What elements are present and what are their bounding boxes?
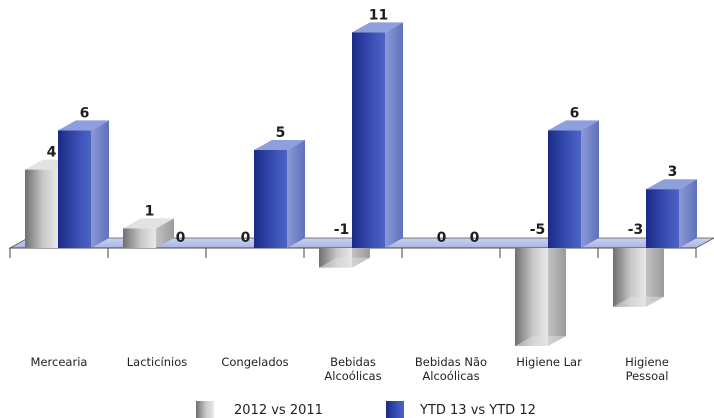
data-label: 11 — [369, 7, 388, 23]
legend-label-gray: 2012 vs 2011 — [234, 403, 323, 418]
bar — [515, 238, 566, 346]
data-label: 4 — [47, 145, 57, 161]
category-label: Bebidas Alcoólicas — [324, 355, 381, 383]
bar — [123, 218, 174, 248]
data-label: 5 — [276, 125, 286, 141]
data-label: 0 — [470, 230, 480, 246]
legend: 2012 vs 2011 YTD 13 vs YTD 12 — [196, 401, 536, 418]
bar — [646, 179, 697, 248]
legend-swatch-gray — [196, 401, 214, 418]
data-label: 0 — [176, 230, 186, 246]
bar — [613, 238, 664, 307]
bar — [254, 140, 305, 248]
legend-swatch-blue — [386, 401, 404, 418]
data-label: 6 — [80, 105, 90, 121]
category-label: Congelados — [221, 355, 288, 369]
bar — [352, 22, 403, 249]
data-label: 3 — [668, 164, 678, 180]
bar — [548, 120, 599, 248]
data-label: 0 — [437, 230, 447, 246]
bar — [58, 120, 109, 248]
category-label: Higiene Lar — [516, 355, 582, 369]
category-label: Mercearia — [31, 355, 88, 369]
category-label: Lacticínios — [127, 355, 188, 369]
data-label: -3 — [628, 222, 644, 238]
data-label: -5 — [530, 222, 546, 238]
data-label: 6 — [570, 105, 580, 121]
data-label: 1 — [145, 203, 155, 219]
category-label: Higiene Pessoal — [625, 355, 669, 383]
legend-label-blue: YTD 13 vs YTD 12 — [419, 403, 536, 418]
data-label: -1 — [334, 222, 350, 238]
category-label: Bebidas Não Alcoólicas — [415, 355, 487, 383]
data-label: 0 — [241, 230, 251, 246]
